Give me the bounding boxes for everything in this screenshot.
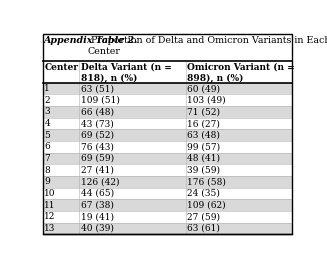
Bar (43, 141, 292, 153)
Text: 5: 5 (44, 131, 50, 140)
Text: 9: 9 (44, 177, 50, 186)
Text: Delta Variant (n =
818), n (%): Delta Variant (n = 818), n (%) (80, 63, 171, 83)
Text: 109 (51): 109 (51) (80, 96, 119, 105)
Text: 66 (48): 66 (48) (80, 107, 113, 116)
Text: 6: 6 (44, 142, 50, 151)
Bar (43, 94, 292, 106)
Bar (43, 118, 292, 129)
Bar (43, 223, 292, 234)
Text: 10: 10 (44, 189, 56, 198)
Bar (43, 34, 292, 61)
Text: 60 (49): 60 (49) (187, 84, 220, 93)
Bar (43, 211, 292, 223)
Text: 27 (59): 27 (59) (187, 212, 220, 221)
Bar (43, 129, 292, 141)
Text: 27 (41): 27 (41) (80, 166, 113, 175)
Text: 76 (43): 76 (43) (80, 142, 113, 151)
Text: 11: 11 (44, 201, 56, 210)
Bar (43, 188, 292, 199)
Text: Omicron Variant (n =
898), n (%): Omicron Variant (n = 898), n (%) (187, 63, 295, 83)
Bar (43, 61, 292, 83)
Bar (43, 83, 292, 94)
Text: Appendix Table 2.: Appendix Table 2. (44, 36, 139, 45)
Text: 63 (51): 63 (51) (80, 84, 113, 93)
Text: 109 (62): 109 (62) (187, 201, 226, 210)
Text: 99 (57): 99 (57) (187, 142, 220, 151)
Text: 67 (38): 67 (38) (80, 201, 113, 210)
Text: 126 (42): 126 (42) (80, 177, 119, 186)
Text: 69 (59): 69 (59) (80, 154, 114, 163)
Text: 63 (61): 63 (61) (187, 224, 220, 233)
Text: 1: 1 (44, 84, 50, 93)
Text: 103 (49): 103 (49) (187, 96, 226, 105)
Bar (43, 176, 292, 188)
Text: 24 (35): 24 (35) (187, 189, 220, 198)
Text: Center: Center (44, 63, 78, 72)
Text: 40 (39): 40 (39) (80, 224, 113, 233)
Text: Proportion of Delta and Omicron Variants in Each
Center: Proportion of Delta and Omicron Variants… (88, 36, 327, 56)
Text: 71 (52): 71 (52) (187, 107, 220, 116)
Text: 44 (65): 44 (65) (80, 189, 114, 198)
Text: 19 (41): 19 (41) (80, 212, 113, 221)
Text: 13: 13 (44, 224, 56, 233)
Bar (43, 153, 292, 164)
Bar (43, 164, 292, 176)
Text: 7: 7 (44, 154, 50, 163)
Text: 16 (27): 16 (27) (187, 119, 220, 128)
Text: 2: 2 (44, 96, 50, 105)
Text: 3: 3 (44, 107, 50, 116)
Text: 48 (41): 48 (41) (187, 154, 220, 163)
Text: 69 (52): 69 (52) (80, 131, 113, 140)
Text: 39 (59): 39 (59) (187, 166, 220, 175)
Bar (43, 199, 292, 211)
Text: 4: 4 (44, 119, 50, 128)
Text: 43 (73): 43 (73) (80, 119, 113, 128)
Text: 63 (48): 63 (48) (187, 131, 220, 140)
Text: 176 (58): 176 (58) (187, 177, 226, 186)
Text: 8: 8 (44, 166, 50, 175)
Bar (43, 106, 292, 118)
Text: 12: 12 (44, 212, 56, 221)
